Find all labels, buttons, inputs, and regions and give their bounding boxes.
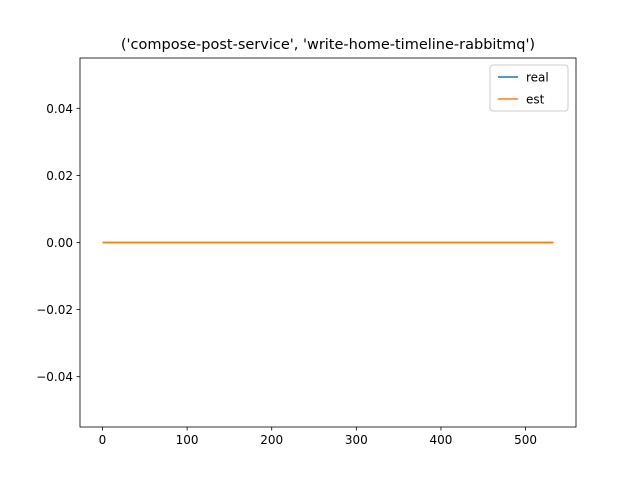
chart-title: ('compose-post-service', 'write-home-tim… bbox=[121, 37, 535, 53]
plot-area: 0 100 200 300 400 500 −0.04 −0.02 0.00 0.02 0.04 re… bbox=[36, 57, 577, 447]
y-tick-label: 0.00 bbox=[46, 236, 73, 250]
x-tick-label: 100 bbox=[176, 433, 199, 447]
legend-label-real: real bbox=[526, 71, 549, 85]
y-tick-label: 0.04 bbox=[46, 102, 73, 116]
y-tick-label: −0.02 bbox=[36, 303, 73, 317]
x-tick-label: 500 bbox=[514, 433, 537, 447]
x-tick-label: 200 bbox=[260, 433, 283, 447]
x-tick-label: 0 bbox=[99, 433, 107, 447]
y-tick-label: −0.04 bbox=[36, 370, 73, 384]
y-tick-label: 0.02 bbox=[46, 169, 73, 183]
legend-label-est: est bbox=[526, 93, 545, 107]
x-tick-label: 300 bbox=[345, 433, 368, 447]
x-tick-label: 400 bbox=[430, 433, 453, 447]
